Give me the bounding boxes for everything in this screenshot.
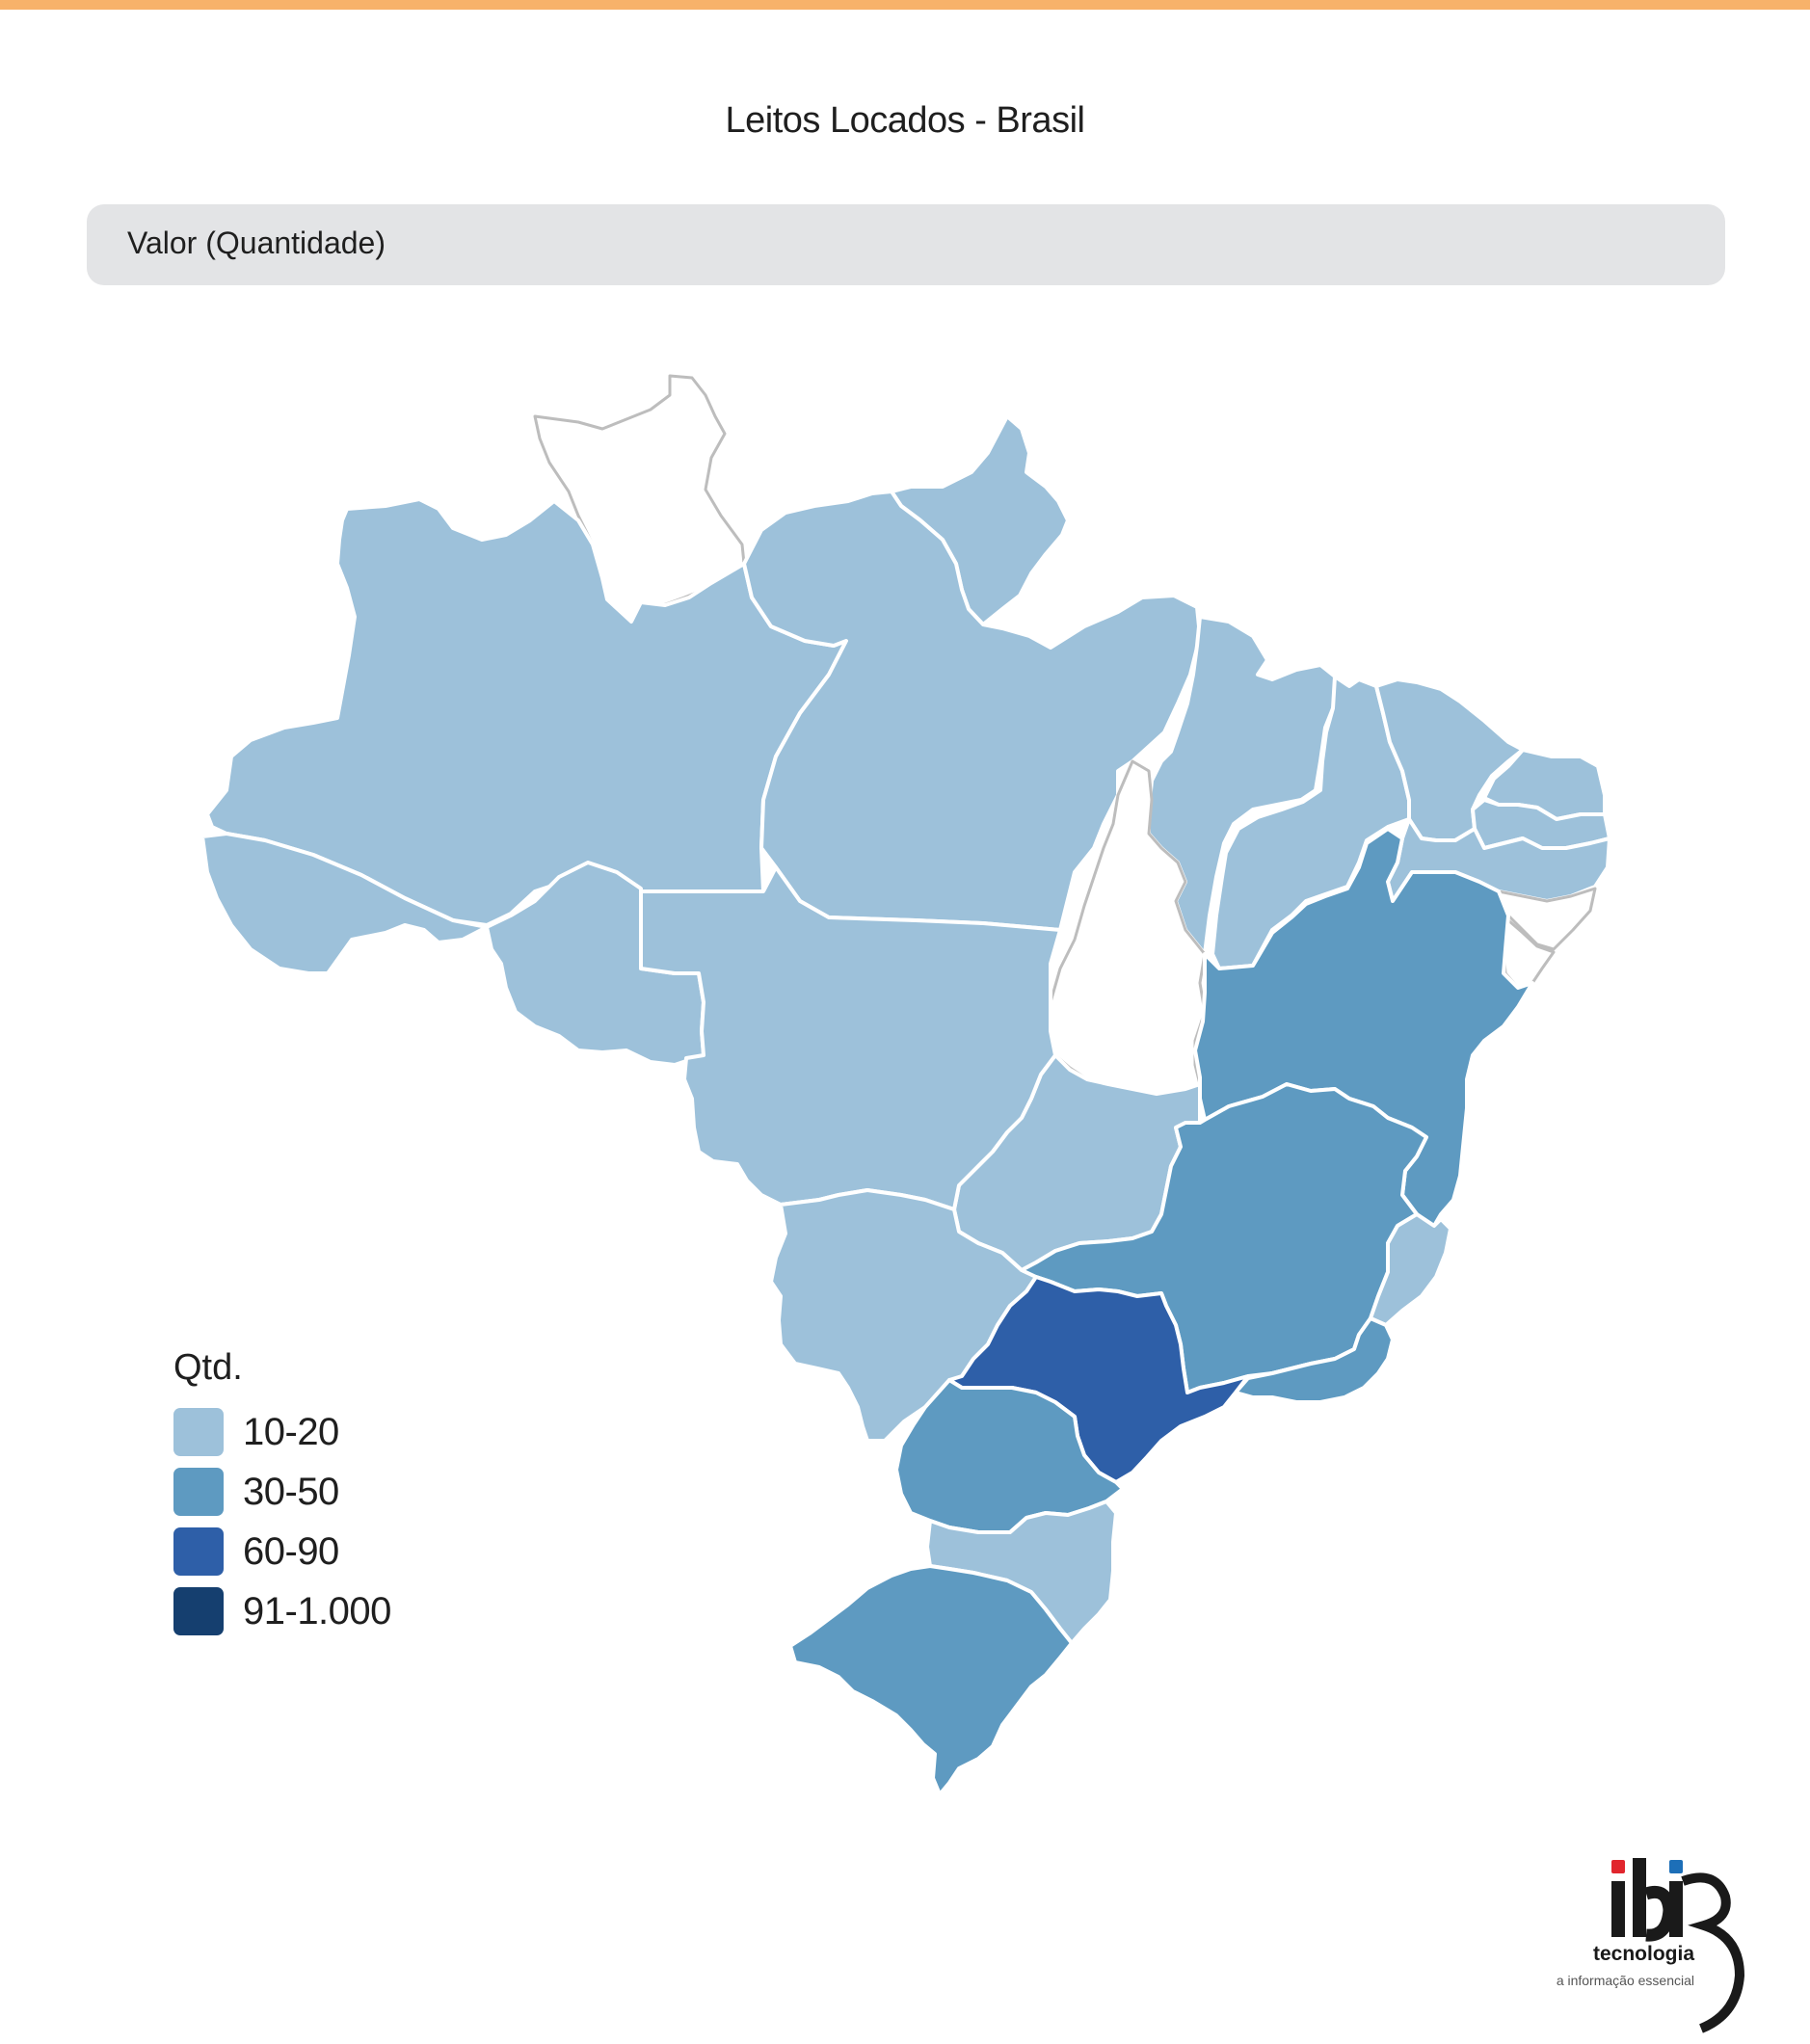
legend-swatch — [173, 1587, 224, 1635]
legend-label: 10-20 — [243, 1410, 339, 1453]
state-ma[interactable] — [1147, 615, 1351, 956]
legend-item: 60-90 — [173, 1522, 391, 1581]
legend-item: 10-20 — [173, 1402, 391, 1462]
ibi-tecnologia-logo: tecnologia a informação essencial — [1557, 1858, 1745, 2033]
legend-label: 91-1.000 — [243, 1589, 391, 1633]
legend-label: 30-50 — [243, 1470, 339, 1513]
logo-line2: a informação essencial — [1557, 1973, 1694, 1988]
legend-label: 60-90 — [243, 1529, 339, 1573]
legend-swatch — [173, 1408, 224, 1456]
state-ac[interactable] — [200, 832, 489, 975]
logo-dot-blue — [1669, 1860, 1683, 1873]
state-ce[interactable] — [1374, 677, 1525, 842]
legend-item: 91-1.000 — [173, 1581, 391, 1641]
state-rj[interactable] — [1234, 1316, 1395, 1404]
logo-line1: tecnologia — [1593, 1943, 1694, 1965]
top-accent-bar — [0, 0, 1810, 10]
state-es[interactable] — [1369, 1212, 1452, 1327]
state-pa[interactable] — [742, 490, 1202, 932]
page-title: Leitos Locados - Brasil — [725, 100, 1085, 141]
legend-title: Qtd. — [173, 1347, 243, 1388]
legend-item: 30-50 — [173, 1462, 391, 1522]
legend-swatch — [173, 1527, 224, 1576]
state-am[interactable] — [205, 497, 848, 927]
state-sp[interactable] — [947, 1275, 1250, 1484]
legend-swatch — [173, 1468, 224, 1516]
state-al[interactable] — [1497, 887, 1597, 951]
state-rs[interactable] — [788, 1564, 1074, 1796]
map-legend: Qtd. 10-20 30-50 60-90 91-1.000 — [173, 1347, 391, 1641]
metric-label: Valor (Quantidade) — [127, 226, 386, 260]
logo-dot-red — [1611, 1860, 1625, 1873]
metric-selector-bar[interactable]: Valor (Quantidade) — [87, 204, 1725, 285]
